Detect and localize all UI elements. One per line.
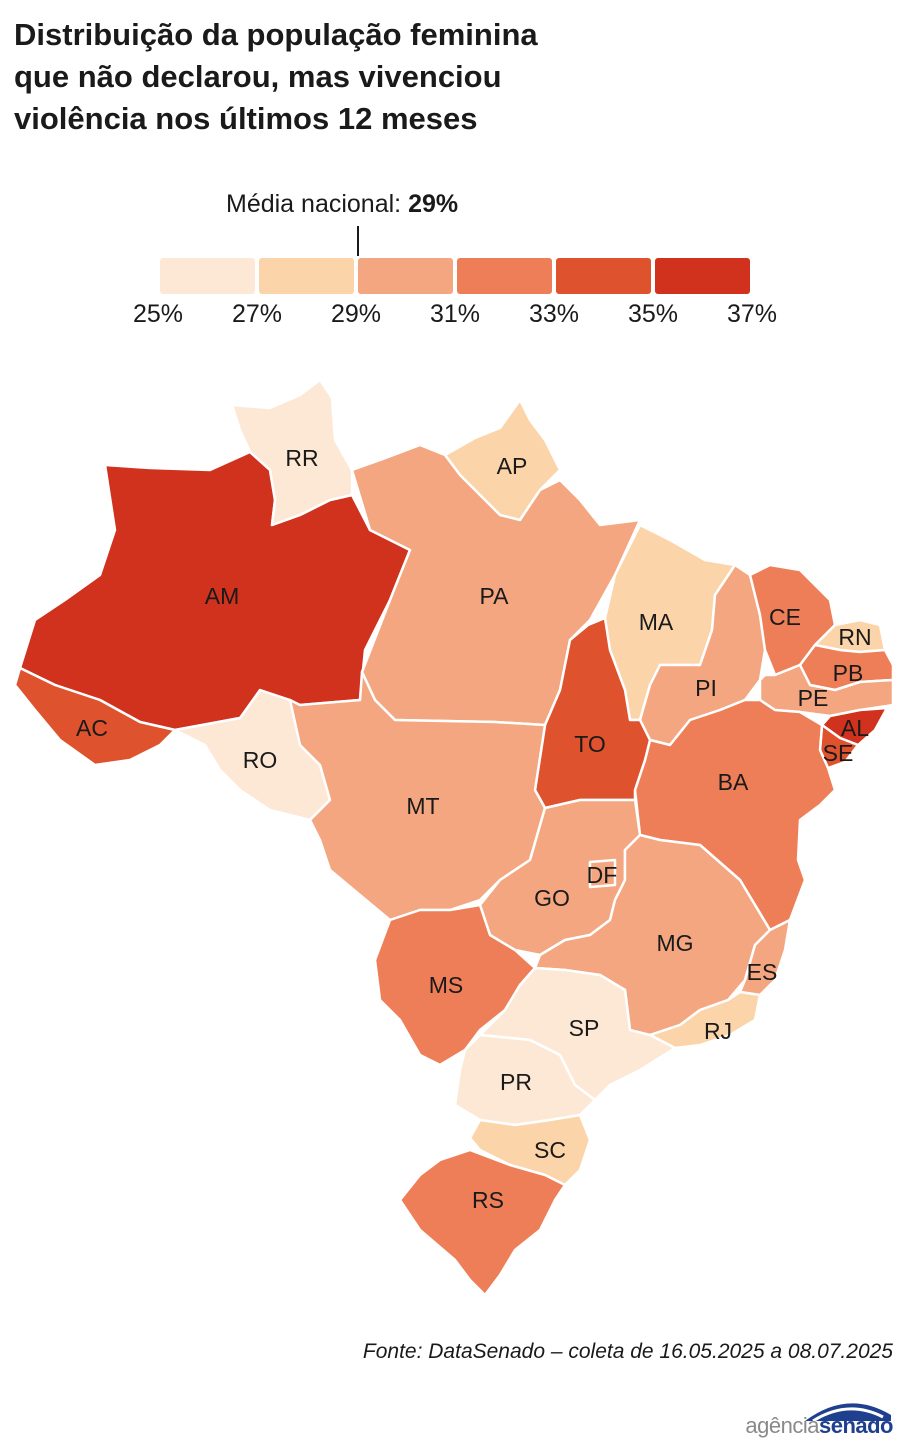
agencia-senado-logo: agênciasenado: [713, 1395, 894, 1439]
legend-tick-labels: 25% 27% 29% 31% 33% 35% 37%: [0, 300, 909, 340]
title-line-1: Distribuição da população feminina: [14, 17, 538, 52]
color-legend: [160, 258, 750, 294]
legend-tick-29pct: 29%: [330, 300, 382, 328]
label-pa: PA: [480, 583, 510, 609]
label-se: SE: [823, 740, 854, 766]
national-average-value: 29%: [408, 190, 459, 218]
label-pr: PR: [500, 1069, 532, 1095]
label-go: GO: [534, 885, 570, 911]
label-df: DF: [587, 862, 618, 888]
label-rj: RJ: [704, 1018, 732, 1044]
label-sc: SC: [534, 1137, 566, 1163]
legend-swatch-5: [556, 258, 651, 294]
label-ac: AC: [76, 715, 108, 741]
label-pb: PB: [833, 660, 864, 686]
legend-swatch-6: [655, 258, 750, 294]
source-note: Fonte: DataSenado – coleta de 16.05.2025…: [362, 1340, 893, 1363]
state-ac[interactable]: [13, 666, 177, 767]
state-rs[interactable]: [398, 1148, 567, 1297]
label-sp: SP: [569, 1015, 600, 1041]
legend-swatch-1: [160, 258, 255, 294]
label-pi: PI: [695, 675, 717, 701]
label-ma: MA: [639, 609, 674, 635]
label-rr: RR: [285, 445, 318, 471]
label-mt: MT: [406, 793, 439, 819]
label-al: AL: [841, 715, 869, 741]
state-sc[interactable]: [468, 1113, 592, 1187]
logo-text-agencia: agência: [745, 1413, 819, 1438]
page-title: Distribuição da população feminina que n…: [14, 14, 714, 140]
legend-tick-35pct: 35%: [627, 300, 679, 328]
state-rj[interactable]: [648, 990, 762, 1050]
label-rs: RS: [472, 1187, 504, 1213]
label-ms: MS: [429, 972, 464, 998]
brazil-map: RR AP AM PA MA CE RN PB PI PE AL SE AC T…: [13, 378, 895, 1297]
label-es: ES: [747, 959, 778, 985]
legend-tick-37pct: 37%: [726, 300, 778, 328]
label-ro: RO: [243, 747, 278, 773]
national-average: Média nacional: 29%: [226, 190, 458, 219]
legend-tick-27pct: 27%: [231, 300, 283, 328]
state-sp[interactable]: [478, 966, 677, 1102]
logo-arc-icon: [805, 1403, 891, 1421]
label-pe: PE: [798, 685, 829, 711]
state-rr[interactable]: [230, 378, 354, 527]
legend-swatch-4: [457, 258, 552, 294]
legend-tick-33pct: 33%: [528, 300, 580, 328]
legend-swatch-2: [259, 258, 354, 294]
national-average-marker: [357, 226, 359, 256]
label-ba: BA: [718, 769, 749, 795]
legend-tick-31pct: 31%: [429, 300, 481, 328]
state-to[interactable]: [533, 616, 652, 810]
title-line-2: que não declarou, mas vivenciou: [14, 59, 502, 94]
state-df[interactable]: [588, 858, 617, 889]
legend-swatch-3: [358, 258, 453, 294]
label-am: AM: [205, 583, 240, 609]
label-mg: MG: [656, 930, 693, 956]
label-to: TO: [574, 731, 606, 757]
logo-text-senado: senado: [818, 1413, 894, 1438]
national-average-label: Média nacional:: [226, 190, 402, 218]
label-ap: AP: [497, 453, 528, 479]
legend-tick-25pct: 25%: [132, 300, 184, 328]
state-mt[interactable]: [288, 670, 547, 922]
label-rn: RN: [838, 624, 871, 650]
title-line-3: violência nos últimos 12 meses: [14, 101, 478, 136]
label-ce: CE: [769, 604, 801, 630]
